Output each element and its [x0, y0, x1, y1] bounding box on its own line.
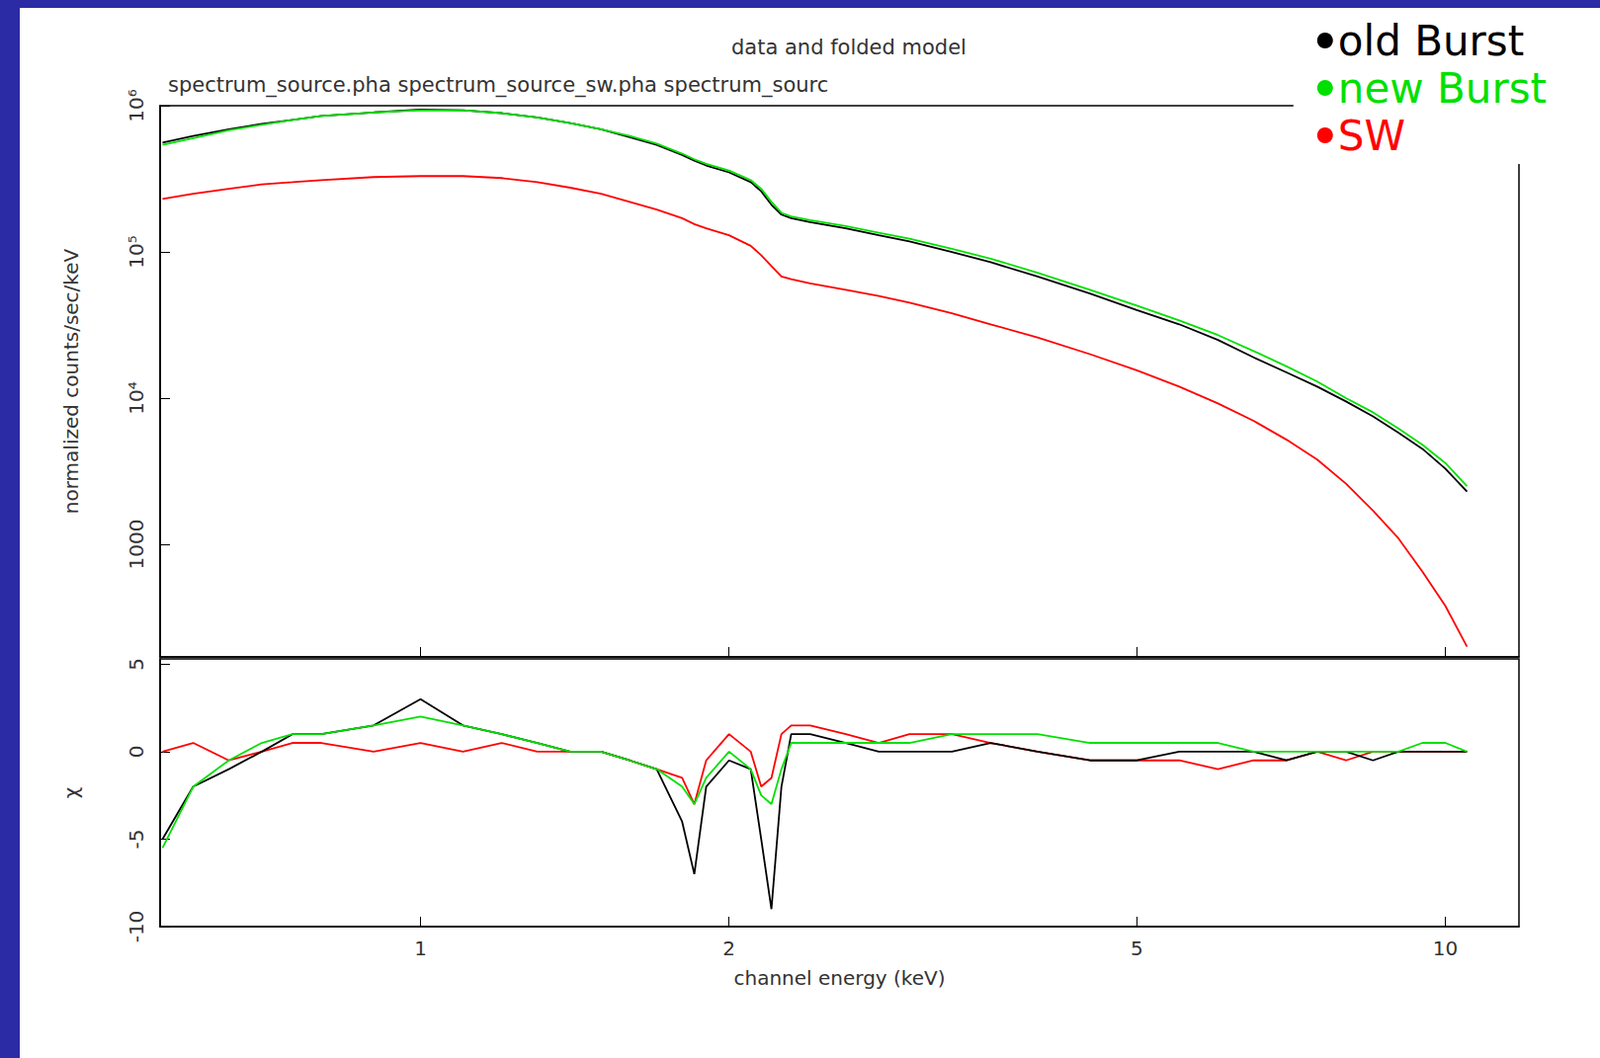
svg-text:5: 5 — [1130, 936, 1144, 961]
svg-text:10⁴: 10⁴ — [124, 381, 149, 415]
svg-text:1: 1 — [414, 936, 427, 961]
svg-text:0: 0 — [124, 746, 149, 759]
svg-text:χ: χ — [59, 787, 84, 800]
svg-text:5: 5 — [124, 658, 149, 672]
svg-text:spectrum_source.pha spectrum_s: spectrum_source.pha spectrum_source_sw.p… — [168, 73, 829, 98]
svg-text:SW: SW — [1338, 111, 1406, 161]
svg-text:channel energy (keV): channel energy (keV) — [733, 966, 945, 991]
svg-text:10⁵: 10⁵ — [124, 235, 149, 268]
svg-text:-10: -10 — [124, 911, 149, 944]
svg-text:10: 10 — [1432, 936, 1458, 961]
svg-text:data and folded model: data and folded model — [731, 35, 967, 60]
svg-text:new Burst: new Burst — [1338, 64, 1547, 113]
svg-text:1000: 1000 — [124, 519, 149, 571]
svg-text:2: 2 — [722, 936, 736, 961]
svg-text:10⁶: 10⁶ — [124, 88, 149, 122]
svg-text:normalized counts/sec/keV: normalized counts/sec/keV — [59, 248, 84, 514]
svg-text:-5: -5 — [124, 829, 149, 849]
svg-text:old Burst: old Burst — [1338, 16, 1524, 66]
